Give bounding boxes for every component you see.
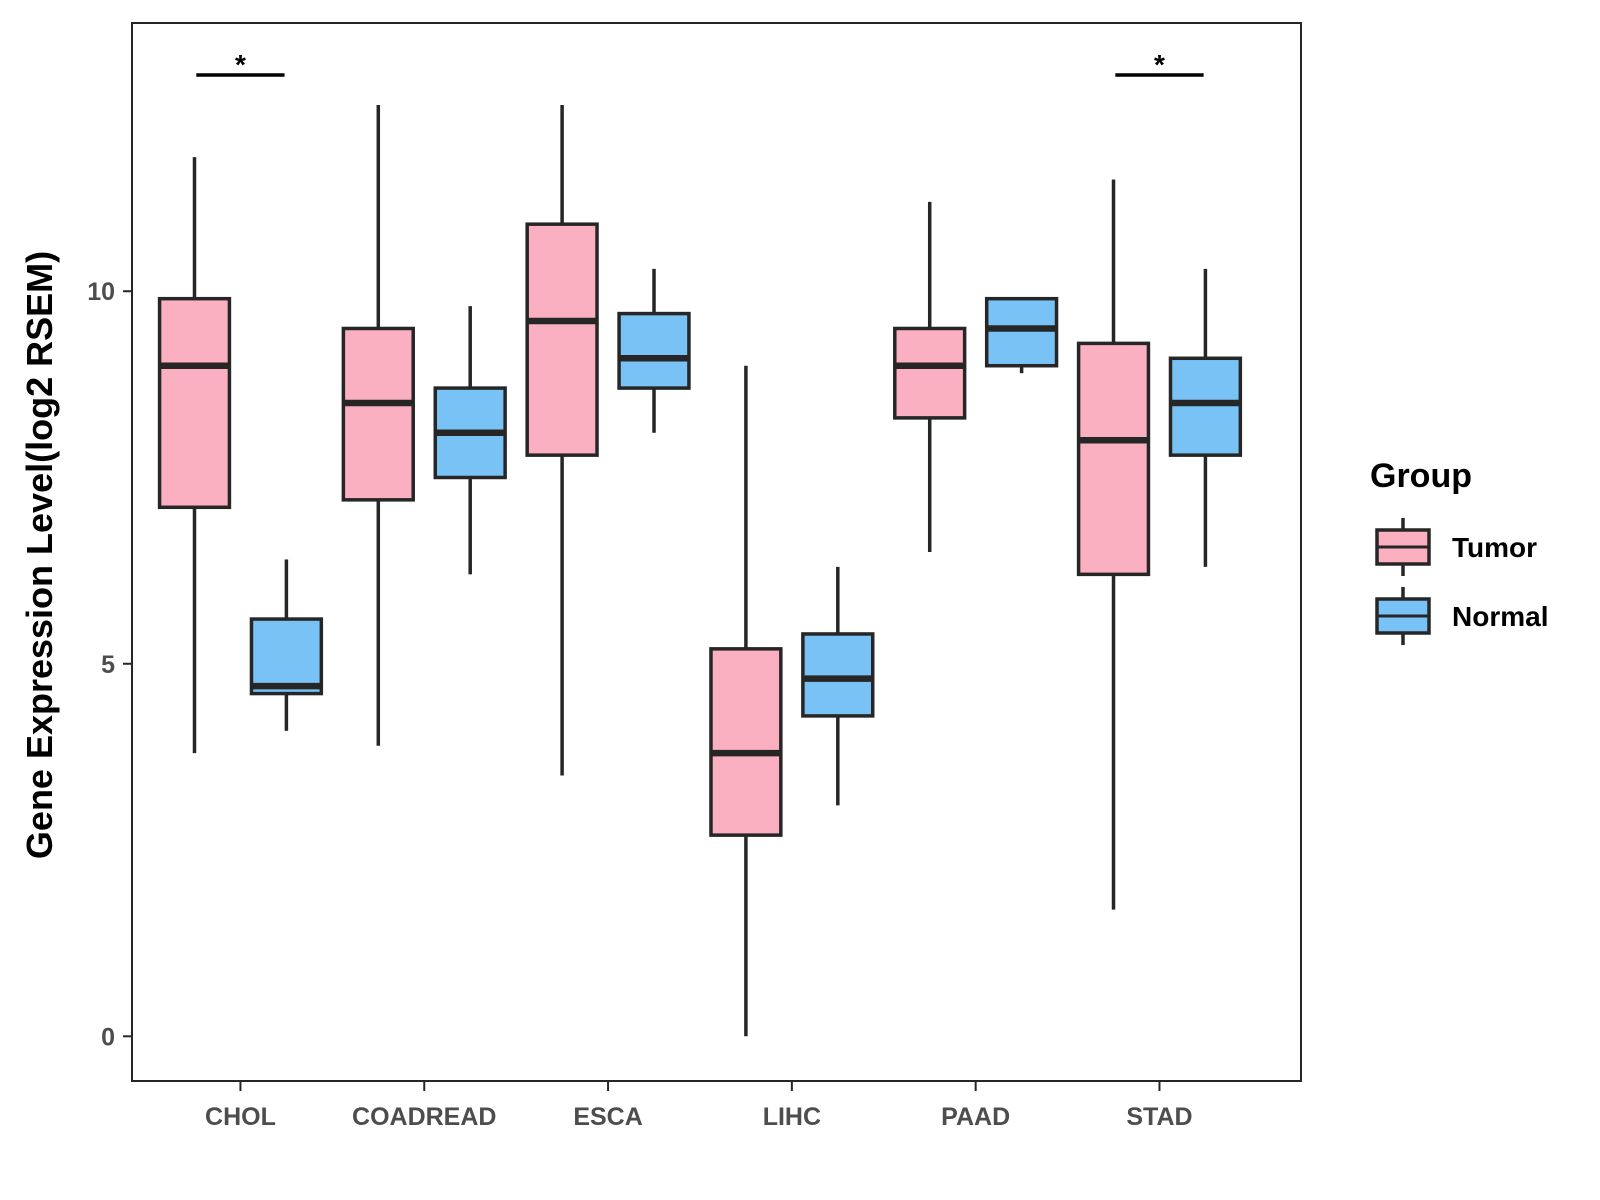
box-body [157,296,232,510]
x-axis: CHOL COADREAD ESCA LIHC PAAD STAD [205,1081,1193,1131]
box-body [249,617,324,696]
box-body [1168,356,1243,457]
box-normal-esca [617,268,691,433]
box-tumor-lihc [709,365,783,1037]
box-normal-coadread [433,306,507,575]
y-tick-label: 10 [87,278,115,306]
box-body [893,326,967,420]
box-normal-chol [249,559,324,731]
plot-area: * * [157,49,1243,1037]
y-axis: 0 5 10 [87,278,132,1051]
box-tumor-chol [157,157,232,754]
box-body [525,222,599,457]
x-tick-label: ESCA [573,1103,642,1131]
legend-item-tumor: Tumor [1375,518,1537,576]
significance-stad: * [1115,49,1204,80]
box-normal-lihc [801,566,875,806]
x-tick-label: LIHC [763,1103,821,1131]
box-body [984,296,1059,368]
legend-title: Group [1370,457,1472,495]
y-tick-label: 5 [101,651,115,679]
x-tick-label: CHOL [205,1103,276,1131]
x-tick-label: PAAD [941,1103,1010,1131]
box-tumor-paad [893,201,967,552]
legend: Group Tumor Normal [1370,457,1548,645]
box-normal-paad [984,296,1059,374]
y-axis-title: Gene Expression Level(log2 RSEM) [19,251,60,859]
box-tumor-stad [1076,179,1151,910]
box-body [341,326,415,502]
legend-label: Normal [1452,601,1548,632]
x-tick-label: STAD [1126,1103,1192,1131]
y-tick-label: 0 [101,1023,115,1051]
significance-label: * [1154,49,1165,80]
box-body [709,647,783,837]
significance-chol: * [196,49,285,80]
box-tumor-esca [525,104,599,776]
box-body [801,632,875,718]
significance-label: * [235,49,246,80]
box-normal-stad [1168,268,1243,567]
panel-border [131,22,1302,1082]
box-body [617,311,691,390]
legend-item-normal: Normal [1375,587,1548,645]
box-body [1076,341,1151,577]
box-tumor-coadread [341,104,415,746]
legend-label: Tumor [1452,532,1537,563]
x-tick-label: COADREAD [352,1103,496,1131]
